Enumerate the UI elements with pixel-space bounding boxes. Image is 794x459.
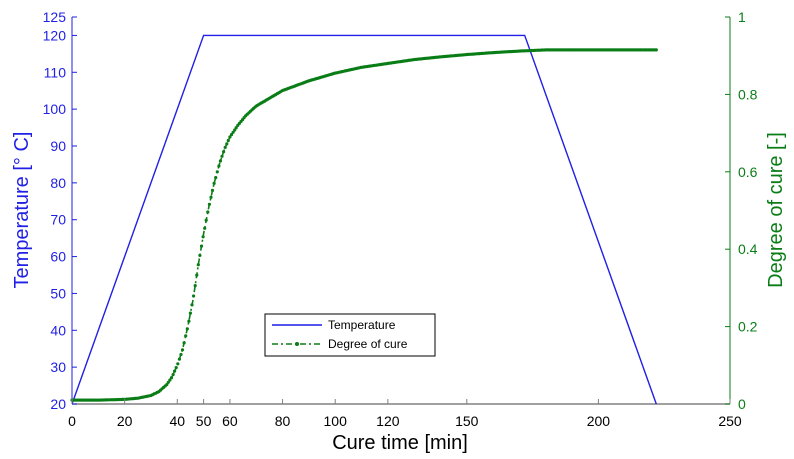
degree-of-cure-marker bbox=[225, 142, 229, 146]
left-tick-label: 80 bbox=[50, 175, 66, 191]
degree-of-cure-marker bbox=[182, 341, 186, 345]
left-tick-label: 125 bbox=[43, 9, 67, 25]
degree-of-cure-marker bbox=[218, 159, 222, 163]
degree-of-cure-marker bbox=[185, 327, 189, 331]
plot-frame bbox=[71, 17, 731, 405]
degree-of-cure-marker bbox=[184, 334, 188, 338]
x-tick-label: 200 bbox=[587, 413, 611, 429]
x-tick-label: 60 bbox=[222, 413, 238, 429]
legend: Temperature Degree of cure bbox=[264, 313, 436, 357]
x-tick-label: 250 bbox=[718, 413, 742, 429]
x-tick-label: 80 bbox=[275, 413, 291, 429]
left-axis-label: Temperature [° C] bbox=[11, 132, 33, 289]
left-tick-label: 100 bbox=[43, 101, 67, 117]
left-tick-label: 120 bbox=[43, 27, 67, 43]
degree-of-cure-marker bbox=[217, 164, 221, 168]
degree-of-cure-marker bbox=[215, 170, 219, 174]
degree-of-cure-marker bbox=[188, 311, 192, 315]
degree-of-cure-marker bbox=[168, 378, 172, 382]
x-tick-label: 100 bbox=[324, 413, 348, 429]
degree-of-cure-marker bbox=[195, 273, 199, 277]
left-axis-ticks: 20 30 40 50 60 70 80 90 100 110 120 125 bbox=[43, 9, 77, 412]
series-layer bbox=[70, 34, 658, 405]
right-tick-label: 0.8 bbox=[738, 86, 758, 102]
degree-of-cure-marker bbox=[179, 352, 183, 357]
x-tick-label: 120 bbox=[376, 413, 400, 429]
left-tick-label: 40 bbox=[50, 322, 66, 338]
degree-of-cure-marker bbox=[220, 154, 224, 158]
right-tick-label: 0.4 bbox=[738, 241, 758, 257]
left-tick-label: 110 bbox=[44, 64, 67, 80]
degree-of-cure-marker bbox=[196, 263, 200, 267]
degree-of-cure-marker bbox=[212, 181, 216, 185]
right-axis-ticks: 0 0.2 0.4 0.6 0.8 1 bbox=[725, 9, 758, 412]
legend-cure-label: Degree of cure bbox=[328, 337, 408, 351]
degree-of-cure-marker bbox=[201, 235, 205, 239]
degree-of-cure-marker bbox=[171, 373, 175, 377]
degree-of-cure-marker bbox=[177, 357, 181, 361]
degree-of-cure-marker bbox=[209, 195, 213, 199]
degree-of-cure-marker bbox=[210, 188, 215, 192]
legend-cure-marker bbox=[295, 342, 299, 346]
left-tick-label: 60 bbox=[50, 249, 66, 265]
x-tick-label: 150 bbox=[455, 413, 479, 429]
degree-of-cure-markers bbox=[70, 48, 658, 402]
degree-of-cure-marker bbox=[176, 362, 180, 366]
degree-of-cure-marker bbox=[180, 348, 185, 352]
temperature-line bbox=[71, 34, 657, 405]
degree-of-cure-marker bbox=[198, 253, 202, 257]
degree-of-cure-marker bbox=[166, 380, 170, 384]
degree-of-cure-marker bbox=[187, 319, 191, 323]
degree-of-cure-marker bbox=[173, 369, 177, 373]
degree-of-cure-marker bbox=[222, 150, 226, 154]
left-tick-label: 20 bbox=[50, 396, 66, 412]
x-tick-label: 40 bbox=[169, 413, 185, 429]
left-tick-label: 30 bbox=[50, 359, 66, 375]
degree-of-cure-marker bbox=[174, 366, 178, 370]
legend-box bbox=[264, 313, 436, 357]
degree-of-cure-marker bbox=[206, 210, 210, 214]
x-axis-ticks: 0 20 40 50 60 80 100 120 150 200 250 bbox=[68, 399, 742, 429]
degree-of-cure-marker bbox=[226, 138, 230, 143]
degree-of-cure-marker bbox=[165, 383, 169, 387]
degree-of-cure-marker bbox=[234, 126, 238, 130]
degree-of-cure-marker bbox=[204, 218, 208, 222]
degree-of-cure-marker bbox=[190, 303, 194, 307]
degree-of-cure-marker bbox=[231, 130, 235, 134]
x-axis-label: Cure time [min] bbox=[332, 432, 468, 454]
right-axis-label: Degree of cure [-] bbox=[765, 132, 787, 288]
legend-temperature-label: Temperature bbox=[328, 318, 396, 332]
x-tick-label: 0 bbox=[68, 413, 76, 429]
degree-of-cure-marker bbox=[228, 135, 232, 139]
degree-of-cure-marker bbox=[193, 284, 197, 288]
right-tick-label: 1 bbox=[738, 9, 746, 25]
degree-of-cure-marker bbox=[223, 145, 227, 149]
degree-of-cure-marker bbox=[214, 176, 218, 180]
x-tick-label: 20 bbox=[117, 413, 133, 429]
degree-of-cure-marker bbox=[169, 376, 174, 380]
degree-of-cure-marker bbox=[192, 294, 196, 298]
degree-of-cure-marker bbox=[199, 244, 204, 248]
left-tick-label: 90 bbox=[50, 138, 66, 154]
degree-of-cure-marker bbox=[203, 226, 207, 230]
degree-of-cure-marker bbox=[229, 133, 234, 137]
right-tick-label: 0.2 bbox=[738, 319, 758, 335]
degree-of-cure-marker bbox=[654, 48, 658, 52]
left-tick-label: 70 bbox=[50, 212, 66, 228]
degree-of-cure-marker bbox=[233, 128, 237, 132]
degree-of-cure-marker bbox=[207, 202, 211, 206]
right-tick-label: 0.6 bbox=[738, 164, 758, 180]
right-tick-label: 0 bbox=[738, 396, 746, 412]
x-tick-label: 50 bbox=[196, 413, 212, 429]
left-tick-label: 50 bbox=[50, 285, 66, 301]
